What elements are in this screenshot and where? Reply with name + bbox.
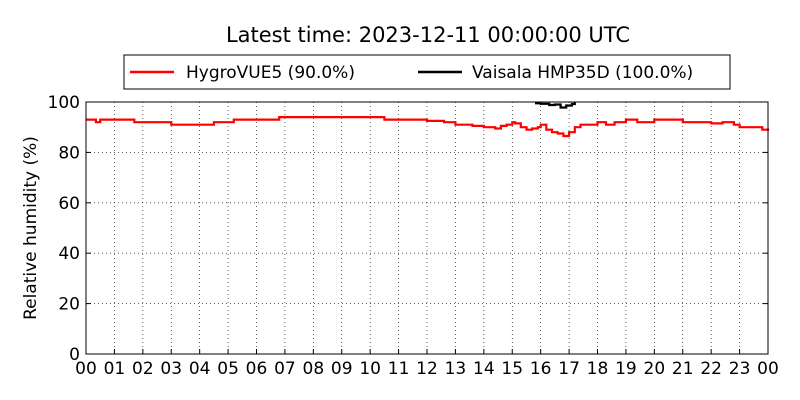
x-tick-label: 10 — [359, 359, 381, 379]
legend: HygroVUE5 (90.0%) Vaisala HMP35D (100.0%… — [123, 54, 731, 90]
x-tick-label: 07 — [274, 359, 296, 379]
x-tick-label: 01 — [104, 359, 126, 379]
x-tick-label: 21 — [672, 359, 694, 379]
y-tick-label: 20 — [58, 295, 80, 315]
x-tick-label: 13 — [445, 359, 467, 379]
x-tick-label: 08 — [303, 359, 325, 379]
x-tick-label: 14 — [473, 359, 495, 379]
x-tick-label: 03 — [160, 359, 182, 379]
x-tick-label: 22 — [700, 359, 722, 379]
x-tick-label: 00 — [75, 359, 97, 379]
x-tick-label: 02 — [132, 359, 154, 379]
x-axis-ticks: 00 01 02 03 04 05 06 07 08 09 10 11 12 13 14 15 16 17 18 19… — [75, 349, 779, 379]
plot-frame — [85, 101, 769, 355]
legend-label-vaisala: Vaisala HMP35D (100.0%) — [472, 63, 693, 83]
y-tick-label: 60 — [58, 194, 80, 214]
x-tick-label: 17 — [558, 359, 580, 379]
x-tick-label: 19 — [615, 359, 637, 379]
x-tick-label: 16 — [530, 359, 552, 379]
x-tick-label: 04 — [189, 359, 211, 379]
series-line-vaisala — [535, 102, 576, 109]
x-tick-label: 11 — [388, 359, 410, 379]
x-tick-label: 15 — [501, 359, 523, 379]
y-tick-label: 40 — [58, 244, 80, 264]
x-tick-label: 06 — [246, 359, 268, 379]
x-tick-label: 00 — [757, 359, 779, 379]
grid — [86, 102, 768, 354]
y-axis-ticks: 0 20 40 60 80 100 — [48, 93, 768, 365]
series-layer — [86, 102, 770, 138]
x-tick-label: 09 — [331, 359, 353, 379]
y-tick-label: 100 — [48, 93, 80, 113]
x-tick-label: 05 — [217, 359, 239, 379]
series-line-hygrovue5 — [86, 116, 770, 138]
x-tick-label: 18 — [587, 359, 609, 379]
y-tick-label: 80 — [58, 143, 80, 163]
x-tick-label: 20 — [644, 359, 666, 379]
y-axis-label: Relative humidity (%) — [21, 136, 41, 320]
x-tick-label: 12 — [416, 359, 438, 379]
chart-title: Latest time: 2023-12-11 00:00:00 UTC — [226, 23, 630, 47]
legend-label-hygrovue5: HygroVUE5 (90.0%) — [186, 63, 355, 83]
x-tick-label: 23 — [729, 359, 751, 379]
y-tick-label: 0 — [69, 345, 80, 365]
